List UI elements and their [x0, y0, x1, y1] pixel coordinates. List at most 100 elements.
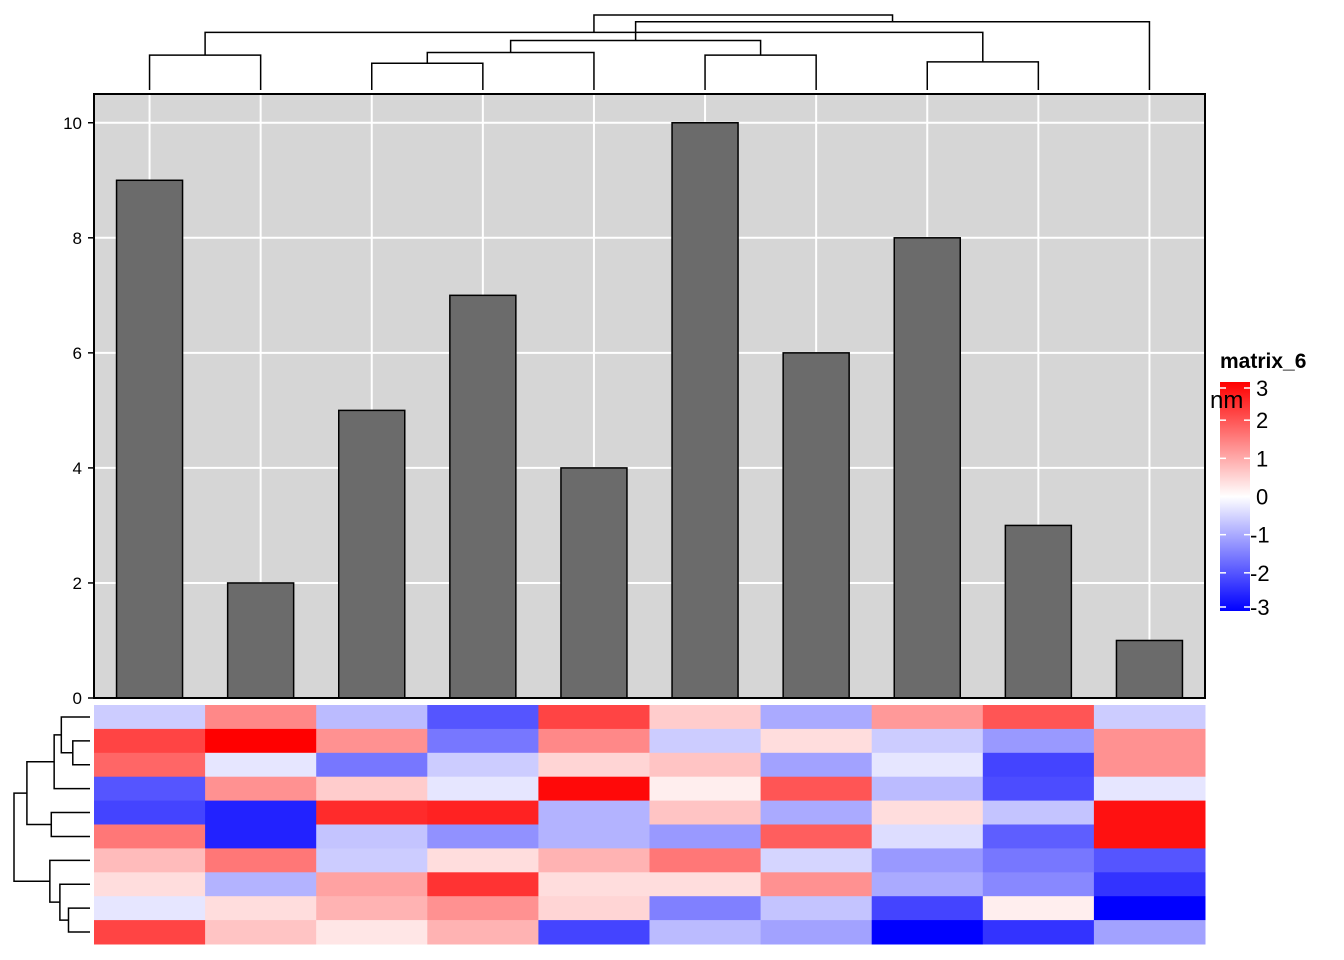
heatmap-cell	[1093, 896, 1206, 921]
y-tick-label: 10	[63, 114, 82, 133]
heatmap-cell	[871, 872, 984, 897]
dendrogram-link	[67, 907, 90, 933]
heatmap-cell	[316, 872, 428, 897]
heatmap-cell	[982, 728, 1095, 754]
heatmap-cell	[649, 824, 762, 849]
heatmap-cell	[205, 872, 317, 897]
dendrogram-link	[13, 792, 50, 883]
plot-panel-border	[93, 93, 1206, 699]
legend-tick-label: 2	[1256, 408, 1268, 433]
heatmap-cell	[1093, 824, 1206, 849]
heatmap-cell	[94, 776, 206, 802]
heatmap-cell	[1093, 920, 1206, 945]
heatmap-cell	[649, 896, 762, 921]
dendrogram-link	[60, 716, 90, 754]
heatmap-cell	[538, 705, 650, 730]
heatmap-cell	[94, 896, 206, 921]
heatmap-cell	[982, 872, 1095, 897]
heatmap-cell	[427, 800, 539, 825]
y-tick-label: 0	[73, 689, 82, 708]
heatmap-cell	[427, 872, 539, 897]
heatmap-cell	[1093, 705, 1206, 730]
heatmap-cell	[94, 728, 206, 754]
heatmap-cell	[871, 776, 984, 802]
heatmap-cell	[760, 800, 873, 825]
heatmap-cell	[649, 776, 762, 802]
legend-overlap-text: nm	[1210, 387, 1243, 414]
heatmap-cell	[982, 776, 1095, 802]
dendrogram-link	[26, 761, 55, 826]
dendrogram-link	[371, 62, 484, 90]
y-axis: 0 2 4 6 8 10	[63, 114, 94, 708]
legend-ticks: 3 2 1 0 -1 -2 -3	[1220, 376, 1270, 620]
heatmap-cell	[205, 752, 317, 778]
heatmap-cell	[760, 776, 873, 802]
heatmap-cell	[205, 705, 317, 730]
heatmap-cell	[538, 824, 650, 849]
bar	[226, 582, 295, 699]
dendrogram-link	[59, 883, 90, 921]
bar	[671, 122, 739, 699]
heatmap-cell	[316, 728, 428, 754]
heatmap-cell	[427, 824, 539, 849]
heatmap-cell	[205, 776, 317, 802]
heatmap-cell	[427, 728, 539, 754]
heatmap-cell	[538, 728, 650, 754]
heatmap-cell	[982, 920, 1095, 945]
heatmap-cell	[205, 728, 317, 754]
heatmap-cell	[205, 800, 317, 825]
legend-tick-label: -2	[1250, 561, 1270, 586]
heatmap-cell	[649, 872, 762, 897]
heatmap-cell	[760, 728, 873, 754]
heatmap-cell	[94, 872, 206, 897]
heatmap-cell	[760, 896, 873, 921]
heatmap-cell	[1093, 752, 1206, 778]
heatmap-cell	[94, 848, 206, 873]
column-dendrogram	[148, 14, 1151, 90]
heatmap-cell	[982, 848, 1095, 873]
heatmap-cell	[871, 896, 984, 921]
heatmap-cell	[538, 800, 650, 825]
y-tick-label: 4	[73, 459, 82, 478]
heatmap-cell	[427, 776, 539, 802]
heatmap-cell	[760, 872, 873, 897]
heatmap-cell	[760, 752, 873, 778]
heatmap-cell	[649, 705, 762, 730]
heatmap-cell	[538, 752, 650, 778]
heatmap-cell	[94, 824, 206, 849]
heatmap-cell	[982, 824, 1095, 849]
heatmap-cell	[316, 800, 428, 825]
bar	[449, 294, 517, 699]
heatmap-cell	[316, 896, 428, 921]
heatmap-cell	[649, 848, 762, 873]
dendrogram-link	[426, 51, 595, 90]
legend-tick-label: 0	[1256, 485, 1268, 510]
dendrogram-link	[72, 740, 90, 766]
heatmap-cell	[94, 705, 206, 730]
heatmap-cell	[427, 752, 539, 778]
heatmap-cell	[316, 848, 428, 873]
heatmap-cell	[649, 920, 762, 945]
heatmap-cell	[427, 848, 539, 873]
bar	[115, 179, 184, 699]
heatmap-cell	[205, 848, 317, 873]
heatmap-cell	[205, 896, 317, 921]
bar	[1004, 524, 1073, 699]
heatmap-cell	[316, 824, 428, 849]
heatmap-cell	[538, 872, 650, 897]
heatmap-cell	[871, 752, 984, 778]
bar	[1115, 639, 1184, 699]
heatmap-cell	[871, 824, 984, 849]
heatmap-cell	[871, 705, 984, 730]
heatmap-cell	[538, 848, 650, 873]
bar-series	[115, 122, 1184, 699]
heatmap-cell	[871, 728, 984, 754]
heatmap-cell	[538, 896, 650, 921]
heatmap-cell	[427, 896, 539, 921]
heatmap-cell	[1093, 848, 1206, 873]
heatmap-cell	[982, 896, 1095, 921]
heatmap-cell	[1093, 776, 1206, 802]
heatmap-cell	[1093, 872, 1206, 897]
heatmap-cell	[538, 776, 650, 802]
